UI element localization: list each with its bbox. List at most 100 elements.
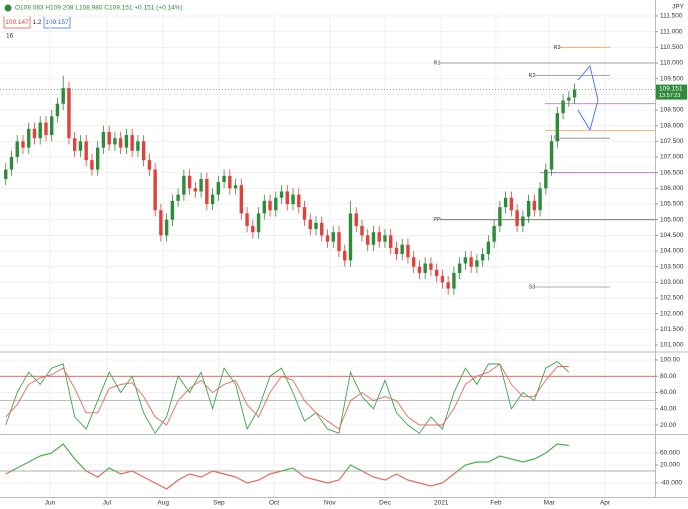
candle-body <box>199 178 203 192</box>
candle-body <box>452 272 456 289</box>
projection-path <box>577 65 599 132</box>
y-tick-label: 110.000 <box>660 60 683 67</box>
oscillator-positive <box>10 443 569 471</box>
pivot-label: R3 <box>553 45 560 51</box>
candle-body <box>532 200 537 211</box>
candle-body <box>124 135 129 148</box>
candle-body <box>50 116 54 136</box>
candle-body <box>348 213 353 261</box>
candle-body <box>314 222 318 230</box>
candle-body <box>411 257 416 267</box>
indicator-label[interactable]: 16 <box>6 33 14 40</box>
indicator-line <box>5 363 569 430</box>
candle-body <box>325 235 330 242</box>
candle-body <box>222 175 226 183</box>
y-tick-label: 80.00 <box>660 373 677 380</box>
candle-body <box>521 216 525 226</box>
candle-body <box>279 191 284 198</box>
candle-body <box>285 191 289 204</box>
y-tick-label: 104.500 <box>660 232 684 239</box>
last-price-label: 109.151 <box>659 85 683 92</box>
candle-body <box>84 141 88 161</box>
candle-body <box>245 213 249 226</box>
oscillator-negative <box>5 470 459 490</box>
candle-body <box>366 235 370 245</box>
candle-body <box>544 169 548 189</box>
pivot-label: R2 <box>528 73 535 79</box>
candle-body <box>268 200 272 211</box>
candle-body <box>256 213 261 233</box>
candle-body <box>526 200 531 217</box>
x-tick-label: Feb <box>490 500 502 507</box>
candle-body <box>38 122 42 139</box>
candle-body <box>377 232 381 242</box>
candle-body <box>549 141 554 170</box>
y-tick-label: 102.500 <box>660 295 684 302</box>
candle-body <box>457 263 462 273</box>
last-price-box <box>656 84 687 100</box>
candle-body <box>371 232 376 245</box>
x-tick-label: Apr <box>600 500 611 507</box>
candle-body <box>101 131 106 148</box>
candle-body <box>210 194 215 204</box>
candle-body <box>118 138 123 148</box>
y-tick-label: 101.000 <box>660 342 684 349</box>
x-tick-label: Sep <box>213 500 225 507</box>
candle-body <box>406 244 410 258</box>
buy-price[interactable]: 109.157 <box>45 19 69 26</box>
currency: JPY <box>672 4 685 11</box>
candle-body <box>153 169 157 211</box>
candle-body <box>297 194 301 208</box>
candle-body <box>429 263 433 270</box>
candle-body <box>515 210 519 226</box>
countdown: 13:57:23 <box>659 93 680 99</box>
candle-body <box>61 88 65 104</box>
candle-body <box>78 141 83 151</box>
candle-body <box>354 213 358 226</box>
candle-body <box>440 276 445 283</box>
candle-body <box>239 185 244 214</box>
y-tick-label: 106.500 <box>660 169 684 176</box>
candle-body <box>228 175 232 189</box>
y-tick-label: 60.00 <box>660 389 677 396</box>
candle-body <box>164 219 169 236</box>
candle-body <box>21 141 25 148</box>
candle-body <box>480 254 485 261</box>
y-tick-label: 20.00 <box>660 422 677 429</box>
candle-body <box>193 188 198 192</box>
candle-body <box>320 222 324 236</box>
x-tick-label: Dec <box>379 500 391 507</box>
candle-body <box>27 128 31 148</box>
pivot-label: R1 <box>433 60 440 66</box>
candle-body <box>498 207 502 226</box>
candle-body <box>15 141 19 157</box>
y-tick-label: 60.000 <box>660 450 680 457</box>
y-tick-label: 20.000 <box>660 462 680 469</box>
candle-body <box>302 207 307 220</box>
candle-body <box>503 197 508 208</box>
candle-body <box>4 169 8 179</box>
candle-body <box>205 178 209 204</box>
x-tick-label: Aug <box>157 500 169 507</box>
candle-body <box>113 138 117 145</box>
candle-body <box>383 235 387 242</box>
candle-body <box>446 282 450 289</box>
candle-body <box>509 197 514 211</box>
candle-body <box>170 200 175 220</box>
candle-body <box>343 251 347 261</box>
y-tick-label: 107.500 <box>660 138 684 145</box>
y-tick-label: 107.000 <box>660 154 684 161</box>
x-tick-label: Mar <box>544 500 556 507</box>
y-tick-label: 108.500 <box>660 107 684 114</box>
ohlc-text: O109.083 H109.208 L108.980 C109.151 +0.1… <box>15 5 183 12</box>
candle-body <box>44 122 48 136</box>
candle-body <box>187 175 192 189</box>
candle-body <box>492 225 496 242</box>
y-tick-label: 105.000 <box>660 216 684 223</box>
y-tick-label: -40.000 <box>660 480 682 487</box>
sell-price[interactable]: 109.147 <box>5 19 29 26</box>
pivot-label: S3 <box>529 284 536 290</box>
x-tick-label: 2021 <box>434 500 449 507</box>
candle-body <box>136 141 140 151</box>
y-tick-label: 103.500 <box>660 263 684 270</box>
